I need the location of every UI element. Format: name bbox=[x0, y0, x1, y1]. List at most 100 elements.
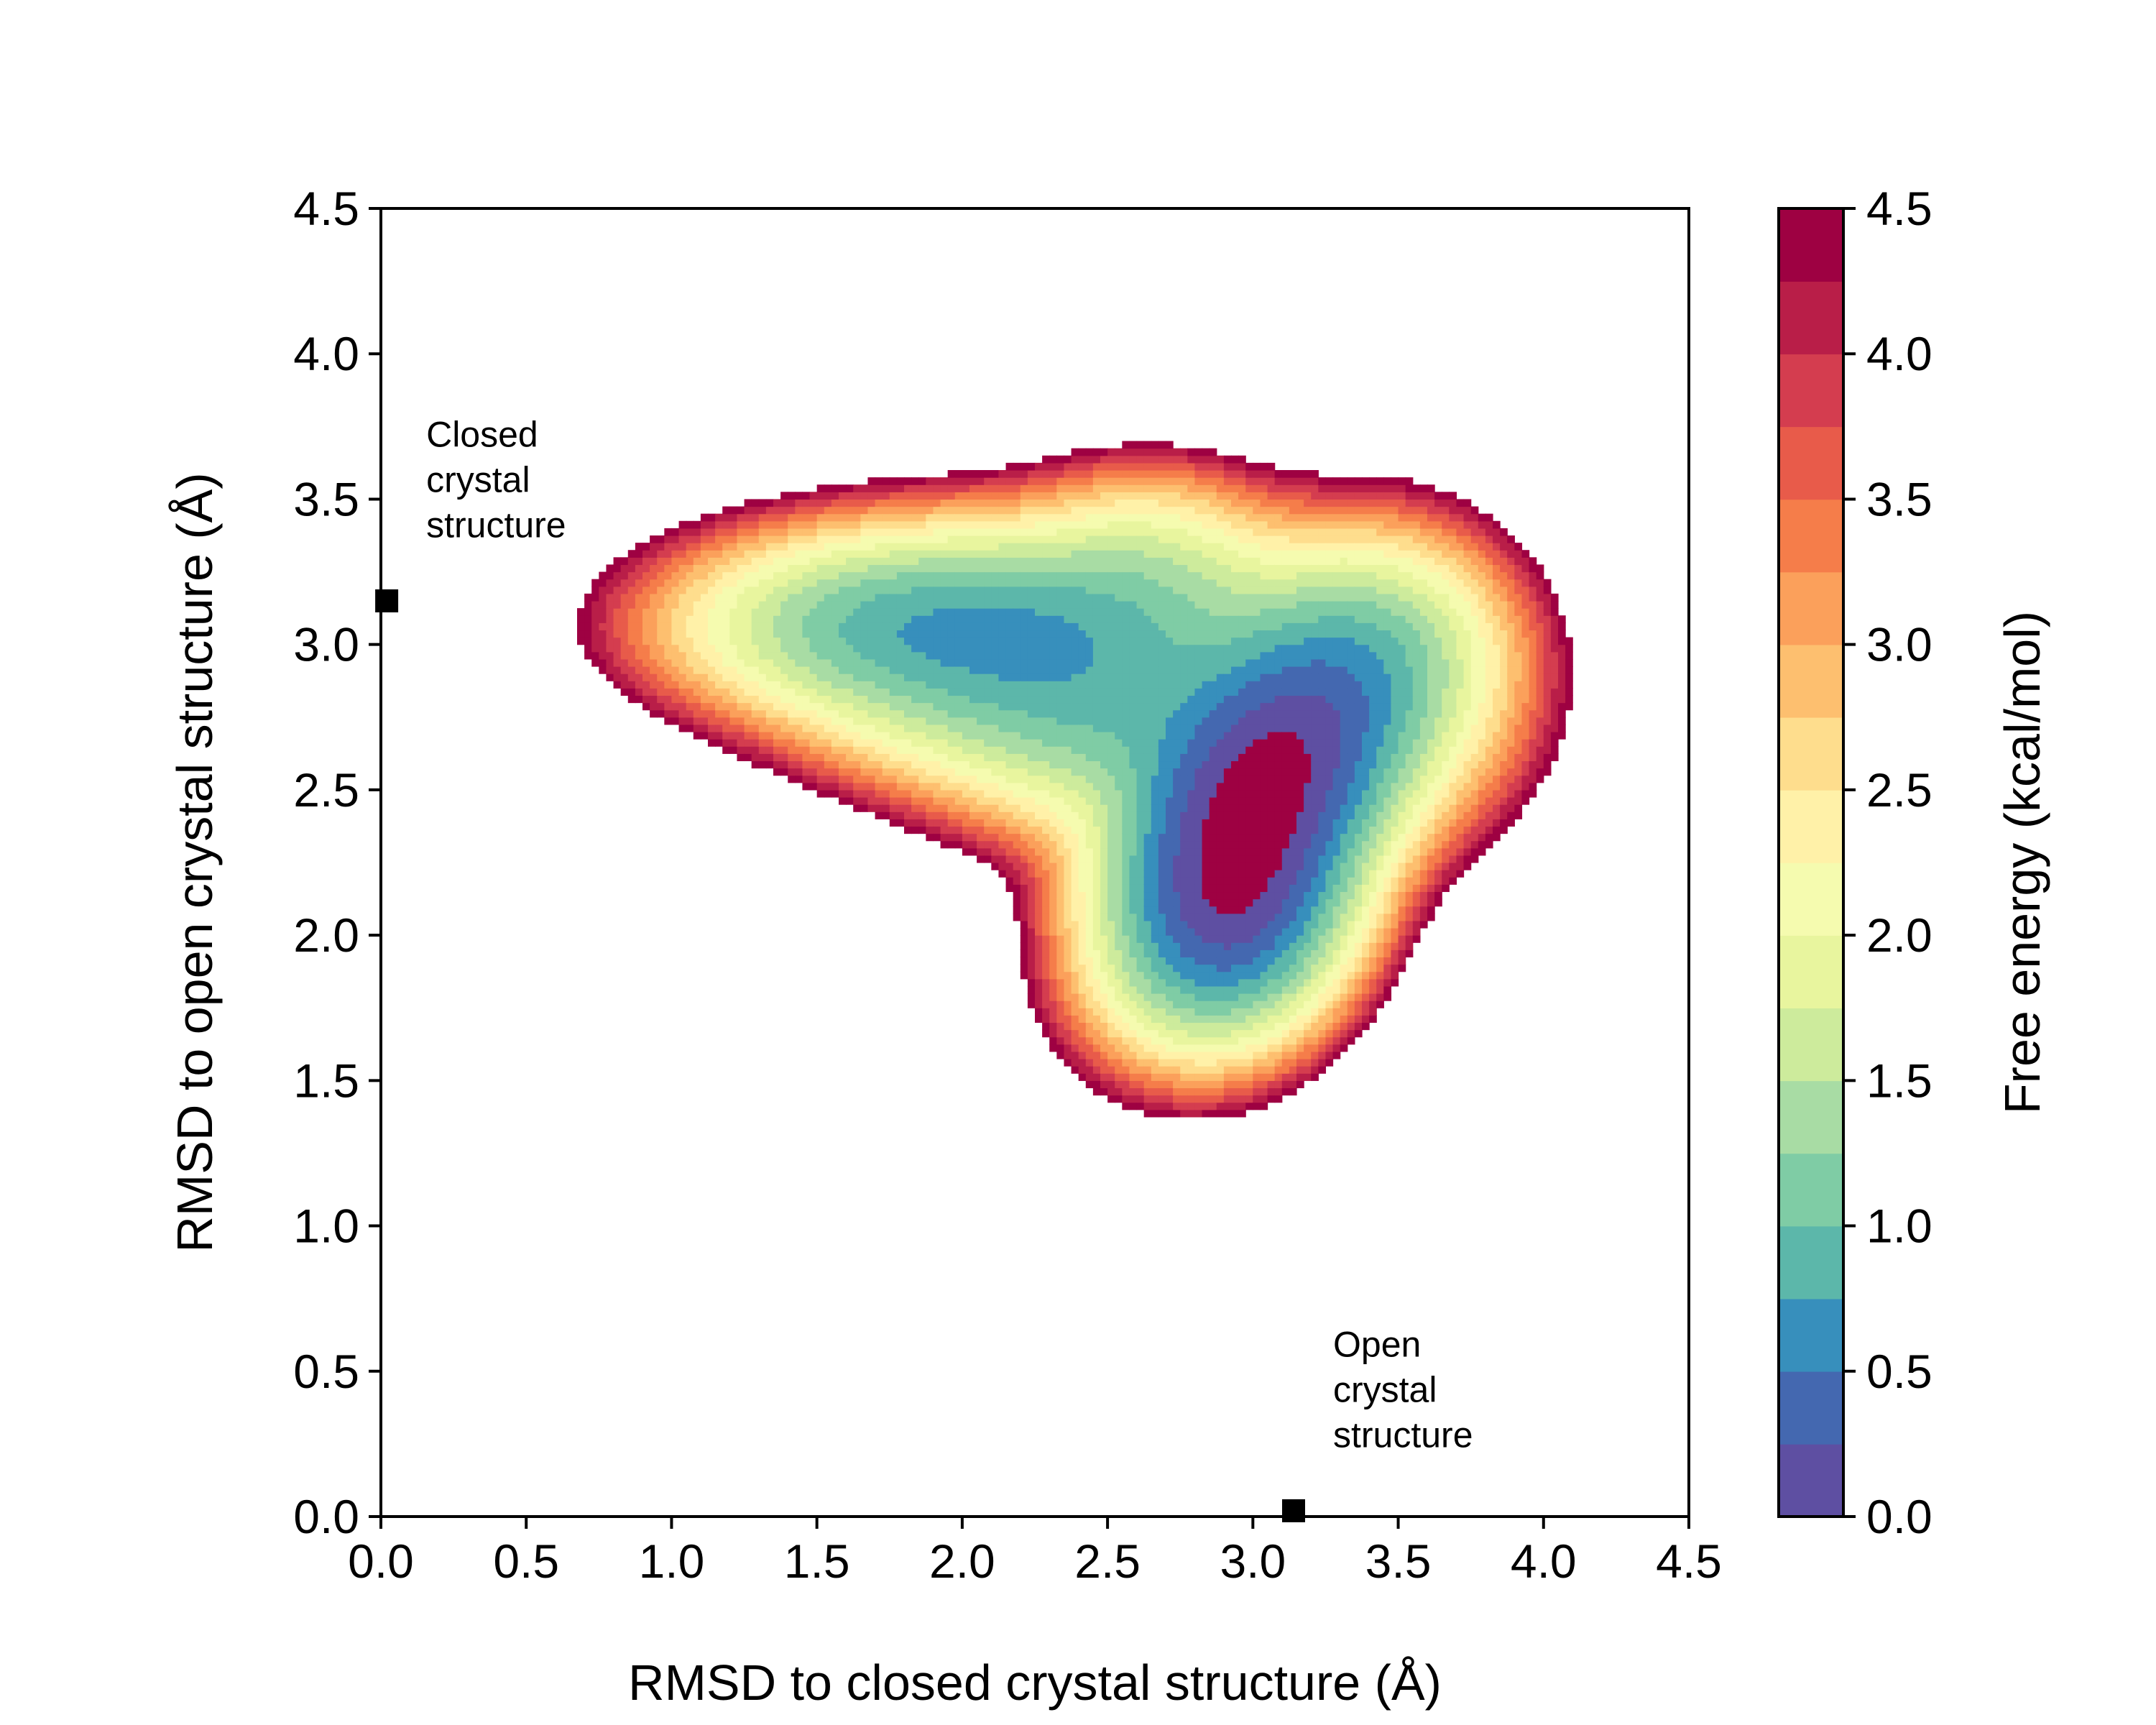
contour-cell bbox=[998, 811, 1007, 819]
contour-cell bbox=[954, 746, 963, 754]
contour-cell bbox=[671, 622, 680, 631]
contour-cell bbox=[620, 601, 629, 609]
contour-cell bbox=[947, 695, 956, 704]
contour-cell bbox=[1216, 928, 1225, 936]
contour-cell bbox=[758, 571, 767, 580]
contour-cell bbox=[1209, 819, 1217, 827]
contour-cell bbox=[1005, 746, 1014, 754]
contour-cell bbox=[1173, 513, 1181, 522]
contour-cell bbox=[795, 608, 803, 616]
contour-cell bbox=[1158, 847, 1166, 856]
contour-cell bbox=[867, 760, 876, 769]
contour-cell bbox=[1005, 884, 1014, 893]
contour-cell bbox=[1158, 804, 1166, 812]
contour-cell bbox=[839, 513, 847, 522]
contour-cell bbox=[642, 615, 650, 623]
contour-cell bbox=[969, 768, 977, 776]
contour-cell bbox=[860, 535, 869, 543]
contour-cell bbox=[635, 579, 643, 587]
contour-cell bbox=[816, 564, 825, 573]
contour-cell bbox=[1173, 455, 1181, 464]
contour-cell bbox=[1202, 724, 1210, 732]
contour-cell bbox=[1187, 797, 1196, 805]
contour-cell bbox=[1187, 484, 1196, 492]
contour-cell bbox=[831, 520, 839, 529]
contour-cell bbox=[889, 492, 898, 500]
contour-cell bbox=[911, 615, 919, 623]
contour-cell bbox=[904, 644, 912, 653]
contour-cell bbox=[1078, 492, 1087, 500]
contour-cell bbox=[1136, 499, 1145, 507]
contour-cell bbox=[635, 593, 643, 602]
contour-cell bbox=[889, 586, 898, 594]
contour-cell bbox=[1092, 898, 1101, 907]
contour-cell bbox=[1223, 688, 1232, 696]
contour-cell bbox=[1049, 586, 1057, 594]
contour-cell bbox=[744, 644, 752, 653]
contour-cell bbox=[693, 564, 701, 573]
contour-cell bbox=[1100, 964, 1108, 972]
contour-cell bbox=[1071, 870, 1079, 878]
contour-cell bbox=[715, 593, 723, 602]
contour-cell bbox=[1107, 528, 1115, 536]
contour-cell bbox=[1042, 753, 1050, 762]
contour-cell bbox=[1151, 1109, 1159, 1118]
contour-cell bbox=[977, 557, 985, 566]
contour-cell bbox=[1100, 535, 1108, 543]
contour-cell bbox=[802, 651, 811, 660]
contour-cell bbox=[918, 520, 926, 529]
contour-cell bbox=[744, 528, 752, 536]
contour-cell bbox=[1187, 666, 1196, 674]
contour-cell bbox=[1223, 1102, 1232, 1110]
contour-cell bbox=[765, 724, 774, 732]
contour-cell bbox=[1115, 789, 1123, 798]
contour-cell bbox=[1194, 826, 1203, 834]
contour-cell bbox=[1115, 666, 1123, 674]
contour-cell bbox=[1027, 608, 1036, 616]
contour-cell bbox=[1035, 557, 1043, 566]
contour-cell bbox=[715, 739, 723, 747]
contour-cell bbox=[867, 543, 876, 551]
contour-cell bbox=[1143, 651, 1152, 660]
contour-cell bbox=[1042, 593, 1050, 602]
contour-cell bbox=[1107, 993, 1115, 1001]
contour-cell bbox=[991, 768, 1000, 776]
contour-cell bbox=[1100, 724, 1108, 732]
contour-cell bbox=[591, 579, 599, 587]
contour-cell bbox=[1115, 993, 1123, 1001]
contour-cell bbox=[1209, 709, 1217, 718]
contour-cell bbox=[1064, 942, 1072, 950]
contour-cell bbox=[1129, 913, 1138, 921]
contour-cell bbox=[962, 739, 970, 747]
contour-cell bbox=[765, 746, 774, 754]
contour-cell bbox=[1158, 920, 1166, 929]
contour-cell bbox=[1129, 840, 1138, 849]
contour-cell bbox=[1078, 615, 1087, 623]
contour-cell bbox=[977, 564, 985, 573]
contour-cell bbox=[1187, 819, 1196, 827]
contour-cell bbox=[1216, 702, 1225, 711]
contour-cell bbox=[1231, 550, 1239, 558]
contour-cell bbox=[904, 732, 912, 740]
contour-cell bbox=[788, 724, 796, 732]
contour-cell bbox=[831, 681, 839, 689]
contour-cell bbox=[839, 681, 847, 689]
contour-cell bbox=[991, 746, 1000, 754]
contour-cell bbox=[758, 637, 767, 645]
contour-cell bbox=[1122, 1022, 1130, 1031]
contour-cell bbox=[977, 702, 985, 711]
contour-cell bbox=[904, 543, 912, 551]
contour-cell bbox=[1151, 608, 1159, 616]
contour-cell bbox=[839, 775, 847, 783]
contour-cell bbox=[1143, 1087, 1152, 1096]
contour-cell bbox=[1042, 550, 1050, 558]
contour-cell bbox=[816, 601, 825, 609]
contour-cell bbox=[911, 658, 919, 667]
contour-cell bbox=[1020, 673, 1028, 681]
contour-cell bbox=[1216, 891, 1225, 900]
contour-cell bbox=[1056, 637, 1065, 645]
contour-cell bbox=[1151, 739, 1159, 747]
contour-cell bbox=[1136, 571, 1145, 580]
contour-cell bbox=[715, 557, 723, 566]
contour-cell bbox=[635, 695, 643, 704]
